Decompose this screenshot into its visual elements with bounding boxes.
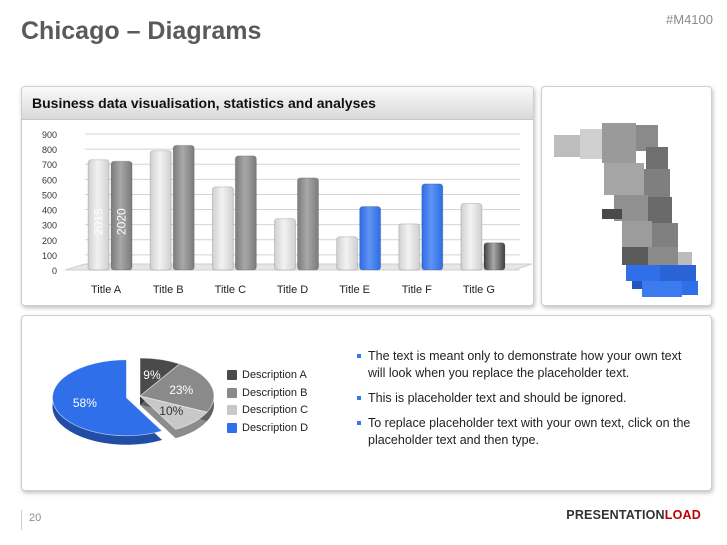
- legend-label: Description C: [242, 404, 309, 416]
- page-title: Chicago – Diagrams: [21, 17, 262, 45]
- x-tick-label: Title A: [91, 284, 122, 296]
- pie-slice: [138, 395, 208, 430]
- bar: [110, 160, 133, 271]
- bar: [336, 236, 359, 271]
- bar: [460, 203, 483, 271]
- y-tick-label: 200: [42, 236, 57, 246]
- brand-logo: PRESENTATIONLOAD: [566, 508, 701, 522]
- pie-value-label: 9%: [143, 368, 161, 382]
- legend-item: Description B: [227, 385, 308, 403]
- bar: [211, 186, 234, 271]
- chicago-map: [554, 123, 698, 297]
- footer-divider: [21, 510, 22, 530]
- map-south-area: [602, 209, 698, 297]
- bar: [359, 206, 382, 271]
- series-label: 2015: [92, 208, 106, 235]
- legend-swatch: [227, 387, 237, 398]
- y-tick-label: 100: [42, 251, 57, 261]
- y-tick-label: 800: [42, 145, 57, 155]
- x-tick-label: Title B: [153, 284, 184, 296]
- brand-main: PRESENTATION: [566, 508, 665, 522]
- y-tick-label: 600: [42, 175, 57, 185]
- brand-accent: LOAD: [664, 508, 701, 522]
- bar: [149, 150, 172, 271]
- legend-item: Description C: [227, 402, 308, 420]
- pie-chart: 9% 23% 10% 58%: [52, 357, 215, 445]
- map-panel: [541, 86, 712, 306]
- x-tick-label: Title G: [463, 284, 495, 296]
- x-tick-label: Title C: [215, 284, 246, 296]
- x-tick-label: Title D: [277, 284, 308, 296]
- chart-panel-title: Business data visualisation, statistics …: [22, 87, 533, 120]
- x-tick-label: Title E: [339, 284, 370, 296]
- bottom-panel: 9% 23% 10% 58% Description A Description B …: [21, 315, 712, 491]
- legend-item: Description A: [227, 367, 308, 385]
- pie-value-label: 23%: [169, 383, 193, 397]
- bar: [398, 223, 421, 271]
- y-tick-label: 900: [42, 130, 57, 140]
- legend-swatch: [227, 422, 237, 433]
- bar: [87, 159, 110, 271]
- chart-panel: Business data visualisation, statistics …: [21, 86, 534, 306]
- y-tick-label: 300: [42, 221, 57, 231]
- legend-swatch: [227, 370, 237, 380]
- bullet-item: This is placeholder text and should be i…: [357, 390, 697, 407]
- template-code: #M4100: [666, 12, 713, 27]
- y-tick-label: 700: [42, 160, 57, 170]
- page-number: 20: [29, 512, 42, 524]
- y-tick-label: 400: [42, 206, 57, 216]
- pie-value-label: 58%: [73, 396, 97, 410]
- x-tick-label: Title F: [402, 284, 432, 296]
- bullet-item: The text is meant only to demonstrate ho…: [357, 348, 697, 382]
- legend-label: Description A: [242, 369, 307, 381]
- pie-legend: Description A Description B Description …: [227, 367, 308, 437]
- map-north-area: [554, 123, 678, 249]
- legend-swatch: [227, 405, 237, 415]
- legend-label: Description D: [242, 421, 309, 434]
- y-tick-label: 0: [52, 266, 57, 276]
- bullet-list: The text is meant only to demonstrate ho…: [357, 348, 697, 457]
- bar: [297, 177, 319, 271]
- bar: [274, 218, 296, 271]
- bar: [172, 144, 195, 271]
- bar: [421, 183, 444, 271]
- series-label: 2020: [115, 208, 129, 235]
- y-tick-label: 500: [42, 190, 57, 200]
- bar-chart: 0 100 200 300 400 500 600 700 800 900 Title A Title…: [42, 130, 533, 296]
- pie-slice: [52, 359, 163, 437]
- legend-item: Description D: [227, 420, 308, 438]
- pie-value-label: 10%: [159, 404, 183, 418]
- legend-label: Description B: [242, 386, 308, 399]
- bar: [483, 242, 506, 271]
- bullet-item: To replace placeholder text with your ow…: [357, 415, 697, 449]
- bar: [234, 155, 257, 271]
